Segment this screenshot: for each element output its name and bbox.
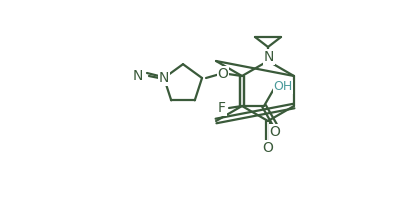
Text: O: O bbox=[262, 141, 274, 155]
Text: N: N bbox=[133, 69, 143, 83]
Text: N: N bbox=[159, 71, 169, 85]
Text: N: N bbox=[159, 71, 169, 85]
Text: O: O bbox=[218, 67, 228, 81]
Text: N: N bbox=[264, 50, 274, 64]
Text: F: F bbox=[218, 101, 226, 115]
Text: O: O bbox=[270, 125, 280, 139]
Text: OH: OH bbox=[273, 81, 293, 94]
